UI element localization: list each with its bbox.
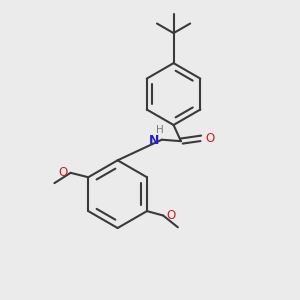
Text: O: O — [166, 209, 175, 222]
Text: H: H — [155, 125, 163, 135]
Text: O: O — [206, 132, 214, 145]
Text: N: N — [149, 134, 159, 147]
Text: O: O — [58, 166, 68, 179]
